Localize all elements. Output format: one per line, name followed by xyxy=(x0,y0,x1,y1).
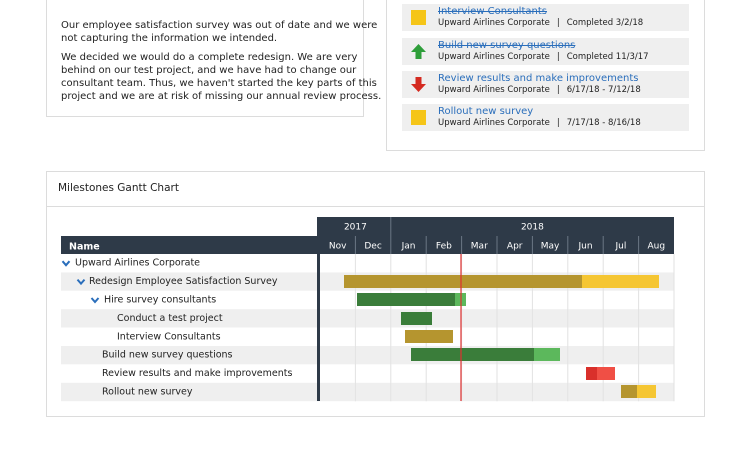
status-icon xyxy=(411,10,426,25)
organization: Upward Airlines Corporate xyxy=(438,118,550,128)
bar xyxy=(534,348,560,361)
month-label: Nov xyxy=(329,242,347,252)
month-label: Dec xyxy=(364,242,381,252)
month-label: May xyxy=(541,242,560,252)
bar xyxy=(637,385,656,398)
row-label: Conduct a test project xyxy=(117,313,223,324)
task-meta: Upward Airlines Corporate | Completed 11/3… xyxy=(438,52,656,62)
column-header: Name xyxy=(69,242,100,253)
task-item[interactable]: Rollout new survey Upward Airlines Corpo… xyxy=(402,104,689,131)
bar xyxy=(401,312,432,325)
row-background xyxy=(61,382,674,402)
task-meta: Upward Airlines Corporate | 7/17/18 - 8/16… xyxy=(438,118,648,128)
detail: 6/17/18 - 7/12/18 xyxy=(566,85,641,95)
task-link[interactable]: Build new survey questions xyxy=(438,40,576,51)
row-background xyxy=(61,364,674,383)
status-icon xyxy=(411,77,426,92)
status-panel: Our employee satisfaction survey was out… xyxy=(46,0,381,117)
expand-toggle[interactable] xyxy=(90,297,100,304)
row-background xyxy=(61,327,674,346)
month-label: Aug xyxy=(648,242,666,252)
year-label: 2017 xyxy=(344,223,367,233)
separator: | xyxy=(556,118,560,128)
bar xyxy=(586,367,597,380)
bars xyxy=(344,275,659,398)
organization: Upward Airlines Corporate xyxy=(438,52,550,62)
status-icon xyxy=(411,110,426,125)
task-link[interactable]: Rollout new survey xyxy=(438,106,534,117)
paragraph: Our employee satisfaction survey was out… xyxy=(61,19,377,45)
row-background xyxy=(61,309,674,328)
text-line: consultant team. Thus, we haven't starte… xyxy=(61,78,377,89)
month-label: Mar xyxy=(471,242,488,252)
text-line: behind on our test project, and we have … xyxy=(61,65,357,76)
month-label: Apr xyxy=(507,242,523,252)
task-meta: Upward Airlines Corporate | Completed 3/2/… xyxy=(438,18,650,28)
bar xyxy=(405,330,453,343)
row-background xyxy=(61,254,674,273)
expand-toggle[interactable] xyxy=(61,260,71,267)
task-link[interactable]: Interview Consultants xyxy=(438,6,547,17)
detail: Completed 11/3/17 xyxy=(566,52,649,62)
detail: Completed 3/2/18 xyxy=(566,18,644,28)
month-label: Jun xyxy=(577,242,592,252)
text-line: Our employee satisfaction survey was out… xyxy=(61,20,378,31)
row-label: Review results and make improvements xyxy=(102,368,293,379)
task-link[interactable]: Review results and make improvements xyxy=(438,73,639,84)
separator: | xyxy=(556,85,560,95)
detail: 7/17/18 - 8/16/18 xyxy=(566,118,641,128)
bar xyxy=(357,293,455,306)
panel-title: Milestones Gantt Chart xyxy=(58,182,179,194)
separator: | xyxy=(556,18,560,28)
task-item[interactable]: Build new survey questions Upward Airlin… xyxy=(402,38,689,65)
row-label: Rollout new survey xyxy=(102,387,193,398)
row-label: Upward Airlines Corporate xyxy=(75,258,200,269)
month-label: Feb xyxy=(436,242,452,252)
expand-toggle[interactable] xyxy=(76,278,86,286)
month-label: Jul xyxy=(614,242,626,252)
row-label: Hire survey consultants xyxy=(104,295,216,306)
bar xyxy=(621,385,637,398)
task-panel: Interview Consultants Upward Airlines Co… xyxy=(386,0,705,151)
text-line: not capturing the information we intende… xyxy=(61,33,278,44)
row-label: Build new survey questions xyxy=(102,350,233,361)
paragraph: We decided we would do a complete redesi… xyxy=(61,51,381,103)
organization: Upward Airlines Corporate xyxy=(438,85,550,95)
task-item[interactable]: Review results and make improvements Upw… xyxy=(402,71,689,98)
bar xyxy=(411,348,534,361)
organization: Upward Airlines Corporate xyxy=(438,18,550,28)
bar xyxy=(597,367,615,380)
month-header xyxy=(61,236,674,254)
text-line: project and we are at risk of missing ou… xyxy=(61,91,382,102)
row-label: Redesign Employee Satisfaction Survey xyxy=(89,276,278,287)
task-meta: Upward Airlines Corporate | 6/17/18 - 7/12… xyxy=(438,85,648,95)
bar xyxy=(344,275,582,288)
bar xyxy=(582,275,659,288)
task-item[interactable]: Interview Consultants Upward Airlines Co… xyxy=(402,4,689,31)
month-label: Jan xyxy=(401,242,416,252)
status-icon xyxy=(411,44,426,59)
row-label: Interview Consultants xyxy=(117,331,221,342)
year-label: 2018 xyxy=(521,223,544,233)
year-header xyxy=(318,217,674,236)
text-line: We decided we would do a complete redesi… xyxy=(61,52,358,63)
separator: | xyxy=(556,52,560,62)
